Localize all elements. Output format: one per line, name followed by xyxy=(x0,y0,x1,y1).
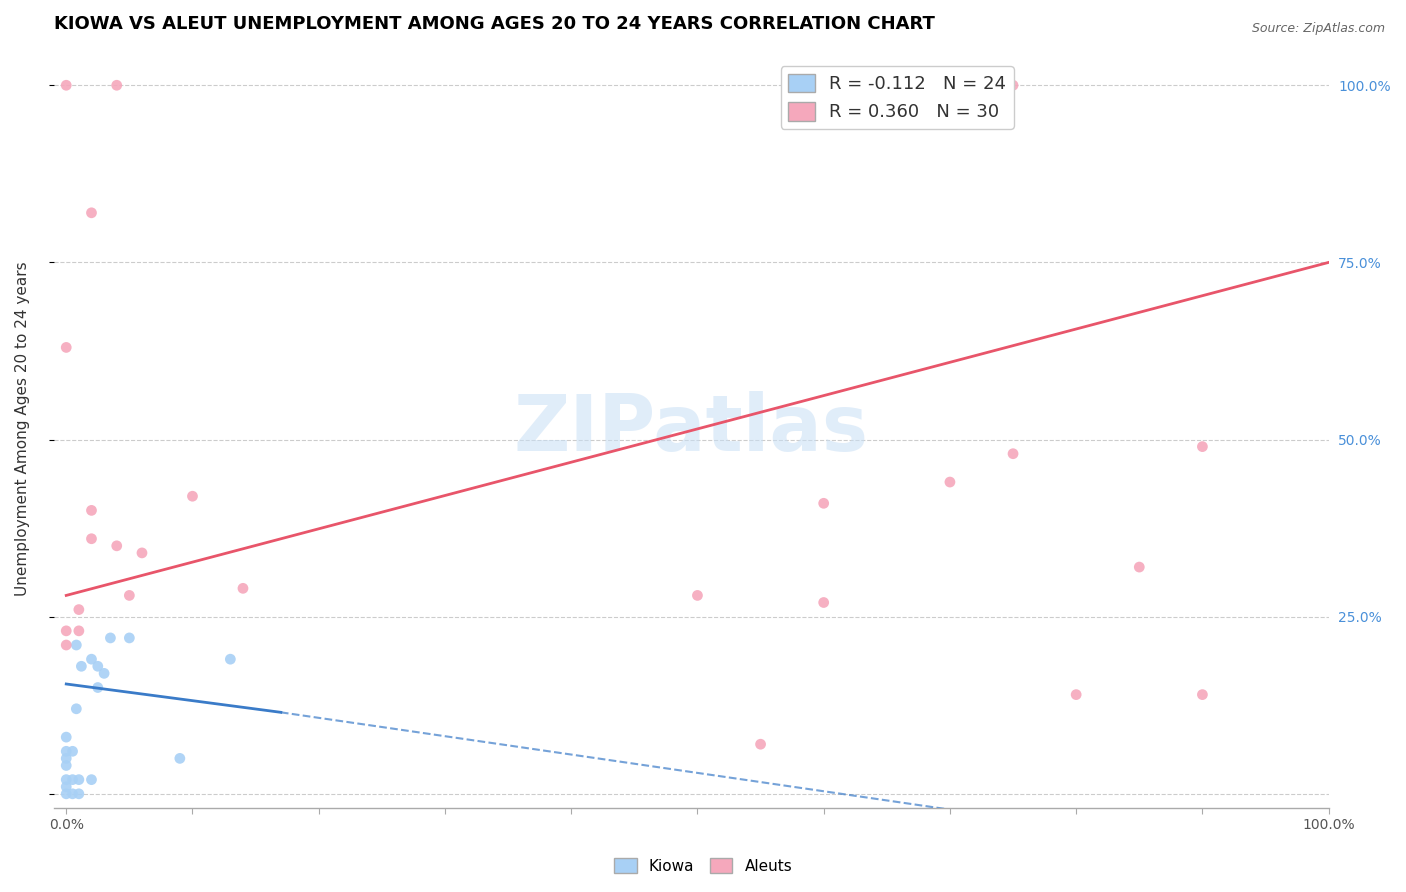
Point xyxy=(876,78,898,93)
Point xyxy=(55,787,77,801)
Point xyxy=(876,78,898,93)
Point xyxy=(939,475,962,489)
Point xyxy=(1064,688,1087,702)
Point xyxy=(55,340,77,354)
Point xyxy=(965,78,987,93)
Point xyxy=(232,582,254,596)
Point xyxy=(67,624,90,638)
Point xyxy=(80,772,103,787)
Point xyxy=(55,744,77,758)
Point xyxy=(939,78,962,93)
Point xyxy=(55,638,77,652)
Text: KIOWA VS ALEUT UNEMPLOYMENT AMONG AGES 20 TO 24 YEARS CORRELATION CHART: KIOWA VS ALEUT UNEMPLOYMENT AMONG AGES 2… xyxy=(53,15,935,33)
Point xyxy=(80,652,103,666)
Point xyxy=(65,702,87,716)
Legend: Kiowa, Aleuts: Kiowa, Aleuts xyxy=(607,852,799,880)
Point xyxy=(55,758,77,772)
Point xyxy=(62,772,84,787)
Point xyxy=(55,78,77,93)
Point xyxy=(87,659,110,673)
Point xyxy=(131,546,153,560)
Point xyxy=(62,744,84,758)
Point xyxy=(1002,78,1025,93)
Point xyxy=(181,489,204,503)
Point xyxy=(62,787,84,801)
Point xyxy=(55,780,77,794)
Text: Source: ZipAtlas.com: Source: ZipAtlas.com xyxy=(1251,22,1385,36)
Point xyxy=(813,496,835,510)
Point xyxy=(105,78,128,93)
Point xyxy=(80,206,103,220)
Point xyxy=(67,602,90,616)
Point xyxy=(80,532,103,546)
Point xyxy=(686,589,709,603)
Point xyxy=(1191,440,1213,454)
Point xyxy=(55,730,77,744)
Point xyxy=(749,737,772,751)
Point xyxy=(813,595,835,609)
Point xyxy=(55,624,77,638)
Point xyxy=(219,652,242,666)
Point xyxy=(118,631,141,645)
Point xyxy=(169,751,191,765)
Legend: R = -0.112   N = 24, R = 0.360   N = 30: R = -0.112 N = 24, R = 0.360 N = 30 xyxy=(780,66,1014,128)
Point xyxy=(80,503,103,517)
Text: ZIPatlas: ZIPatlas xyxy=(513,391,869,467)
Point xyxy=(1128,560,1150,574)
Point xyxy=(65,638,87,652)
Point xyxy=(100,631,122,645)
Point xyxy=(1002,447,1025,461)
Point xyxy=(55,772,77,787)
Point xyxy=(1191,688,1213,702)
Y-axis label: Unemployment Among Ages 20 to 24 years: Unemployment Among Ages 20 to 24 years xyxy=(15,261,30,596)
Point xyxy=(118,589,141,603)
Point xyxy=(105,539,128,553)
Point xyxy=(87,681,110,695)
Point xyxy=(67,772,90,787)
Point xyxy=(67,787,90,801)
Point xyxy=(70,659,93,673)
Point xyxy=(93,666,115,681)
Point xyxy=(55,751,77,765)
